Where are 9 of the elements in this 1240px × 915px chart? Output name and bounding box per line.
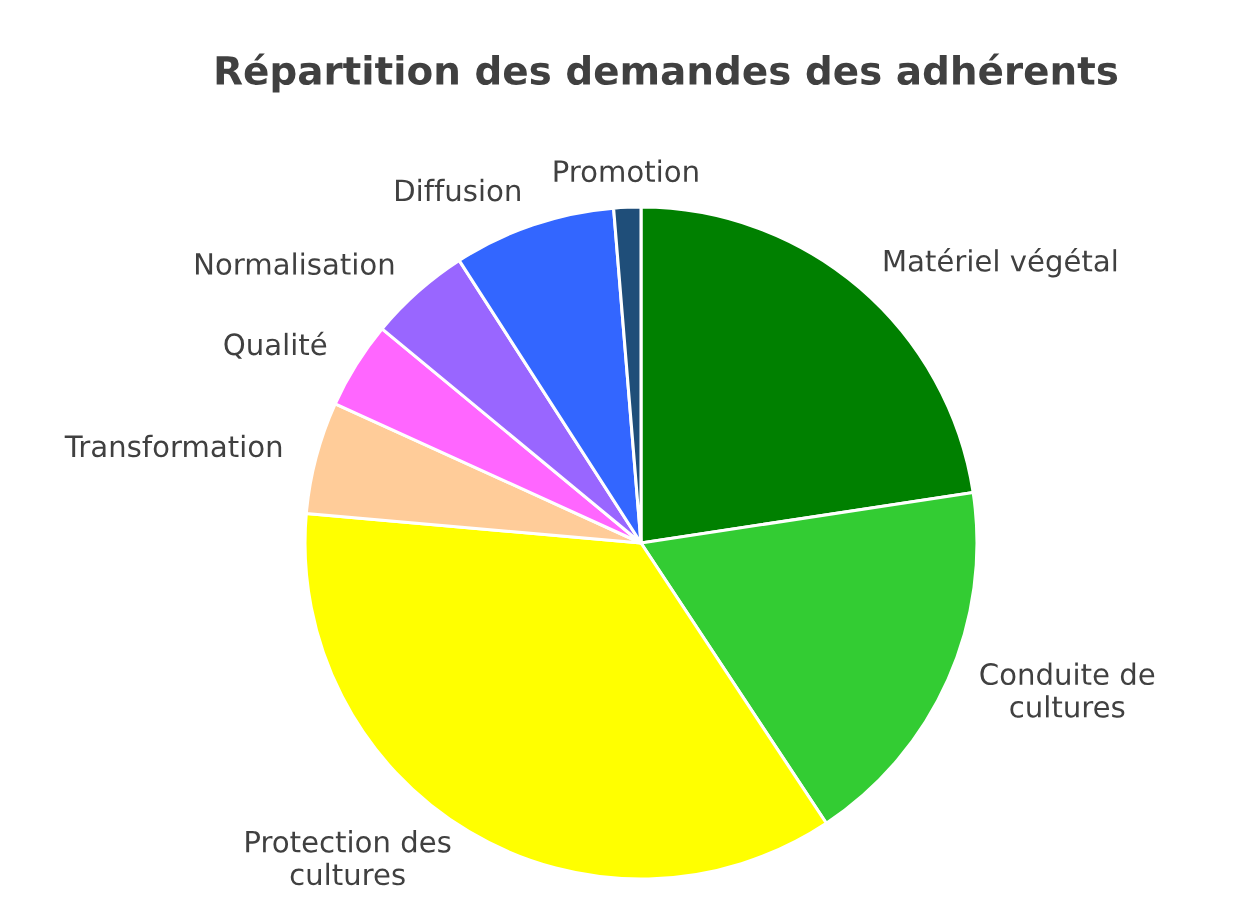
slice-label: Conduite de cultures bbox=[980, 662, 1155, 718]
slice-label: Matériel végétal bbox=[884, 248, 1117, 278]
slice-label: Qualité bbox=[224, 331, 327, 359]
chart-title: Répartition des demandes des adhérents bbox=[216, 53, 1118, 93]
slice-label: Diffusion bbox=[396, 178, 520, 202]
slice-label: Transformation bbox=[64, 434, 282, 458]
slice-label: Promotion bbox=[554, 159, 698, 183]
slice-label: Normalisation bbox=[196, 252, 394, 275]
slice-label: Protection des cultures bbox=[246, 830, 451, 886]
